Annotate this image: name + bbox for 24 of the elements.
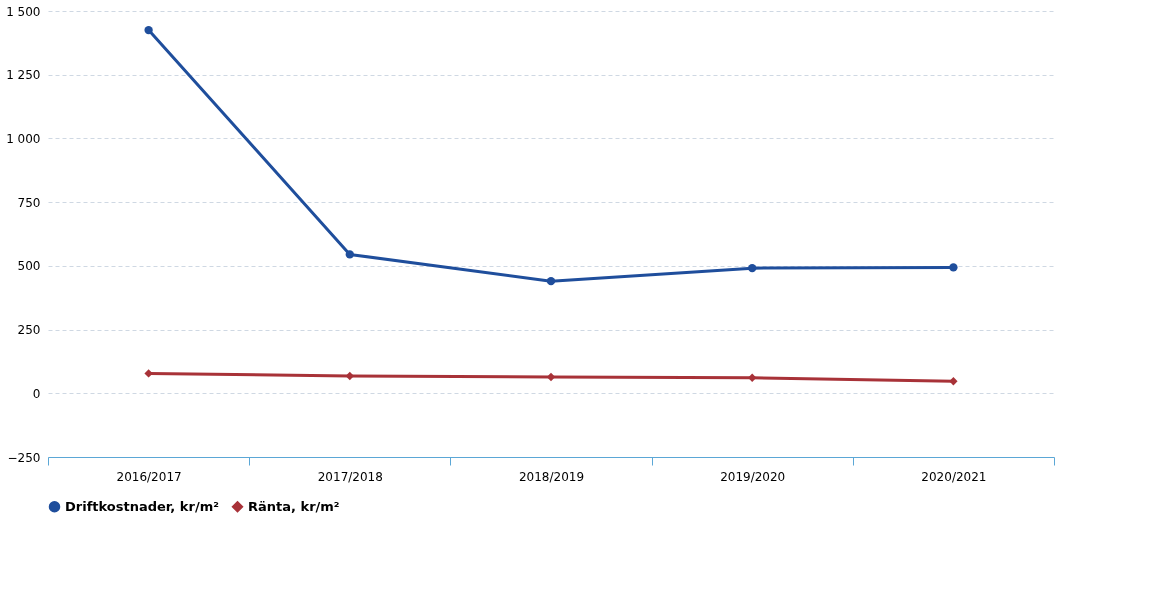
point [144,25,153,35]
y-tick-label: 1 250 [6,68,41,83]
y-tick-label: 250 [17,323,41,338]
point [949,377,958,386]
point [345,250,354,259]
y-tick-label: 1 000 [6,131,41,146]
x-tick-label: 2016/2017 [116,469,182,484]
y-tick-label: 1 500 [6,4,41,19]
point [345,371,354,381]
point [748,373,757,382]
x-tick-label: 2018/2019 [518,469,585,484]
y-tick-label: 0 [32,386,41,401]
y-tick-label: −250 [7,450,41,465]
point [546,276,556,286]
point [949,263,958,272]
point [748,263,757,273]
x-tick-label: 2017/2018 [317,469,383,484]
x-tick-label: 2019/2020 [720,469,786,484]
legend-label: Driftkostnader, kr/m² [65,498,219,514]
legend-label: Ränta, kr/m² [248,498,340,514]
point [144,369,153,378]
y-tick-label: 750 [17,195,41,210]
x-tick-label: 2020/2021 [921,469,987,484]
y-tick-label: 500 [17,259,41,274]
